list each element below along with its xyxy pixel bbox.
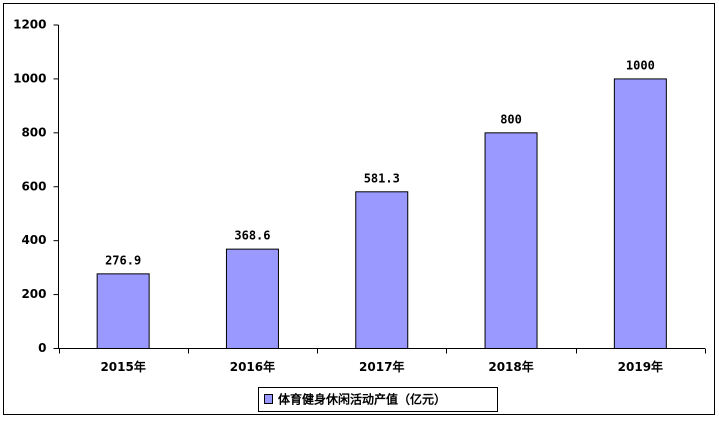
bar xyxy=(355,191,409,349)
y-tick-label: 1000 xyxy=(13,71,46,85)
data-label: 581.3 xyxy=(364,171,400,185)
y-tick-label: 1200 xyxy=(13,18,46,32)
data-label: 800 xyxy=(500,112,522,126)
bar xyxy=(225,248,279,349)
x-tick-label: 2018年 xyxy=(488,359,533,374)
y-tick-label: 800 xyxy=(21,125,46,139)
y-tick-label: 0 xyxy=(38,341,46,355)
legend-label: 体育健身休闲活动产值（亿元） xyxy=(278,392,446,407)
x-tick-label: 2017年 xyxy=(359,359,404,374)
bar xyxy=(613,78,667,350)
x-tick-label: 2019年 xyxy=(618,359,663,374)
legend-swatch xyxy=(264,394,273,404)
x-tick-label: 2015年 xyxy=(100,359,145,374)
legend-box xyxy=(258,387,498,412)
y-tick-label: 200 xyxy=(21,287,46,301)
y-tick-label: 600 xyxy=(21,179,46,193)
data-label: 1000 xyxy=(626,58,655,72)
data-label: 368.6 xyxy=(234,229,270,243)
bar xyxy=(484,132,538,349)
bar xyxy=(96,273,150,350)
x-tick-label: 2016年 xyxy=(230,359,275,374)
data-label: 276.9 xyxy=(105,253,141,267)
y-tick-label: 400 xyxy=(21,233,46,247)
